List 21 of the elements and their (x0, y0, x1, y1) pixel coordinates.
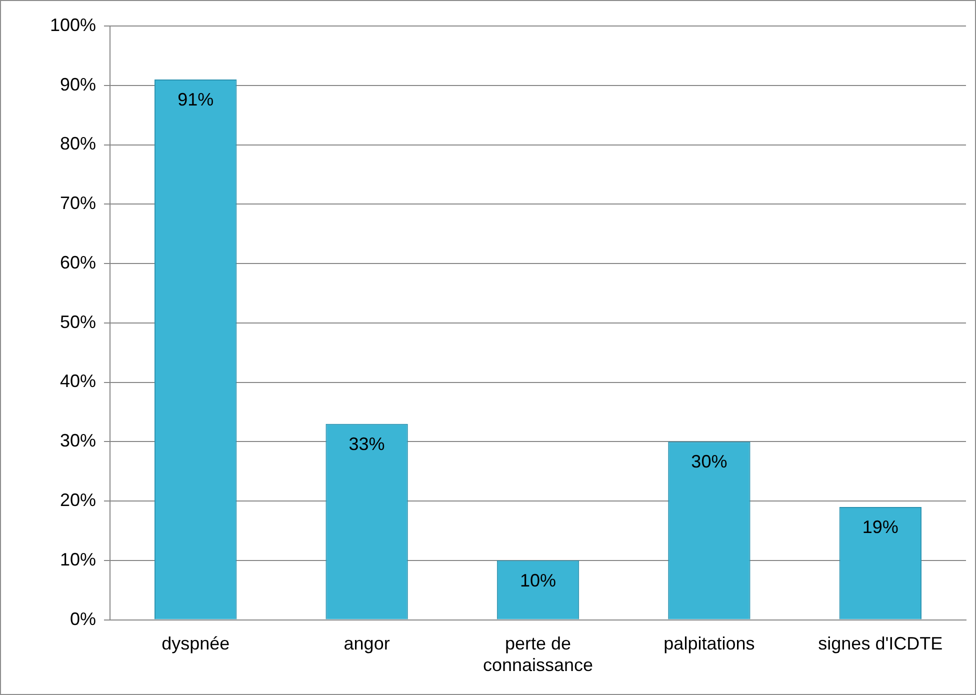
y-tick-label: 20% (60, 490, 96, 510)
y-tick-label: 90% (60, 74, 96, 94)
x-tick-label: angor (344, 634, 390, 654)
y-tick-label: 80% (60, 134, 96, 154)
y-tick-label: 50% (60, 312, 96, 332)
y-tick-label: 40% (60, 371, 96, 392)
data-label: 91% (178, 89, 214, 110)
data-label: 19% (862, 516, 898, 537)
y-tick-label: 100% (50, 14, 96, 35)
data-label: 33% (348, 434, 385, 454)
y-tick-label: 60% (60, 252, 96, 272)
data-label: 10% (520, 570, 556, 590)
x-tick-label: signes d'ICDTE (818, 634, 943, 654)
x-tick-label: palpitations (664, 634, 755, 654)
y-tick-label: 70% (60, 193, 96, 214)
y-tick-label: 30% (60, 430, 96, 451)
data-label: 30% (691, 452, 728, 472)
x-tick-label: perte de connaissance (482, 634, 594, 676)
x-tick-label: dyspnée (162, 634, 230, 654)
y-tick-label: 10% (60, 549, 96, 570)
y-tick-label: 0% (70, 608, 96, 629)
